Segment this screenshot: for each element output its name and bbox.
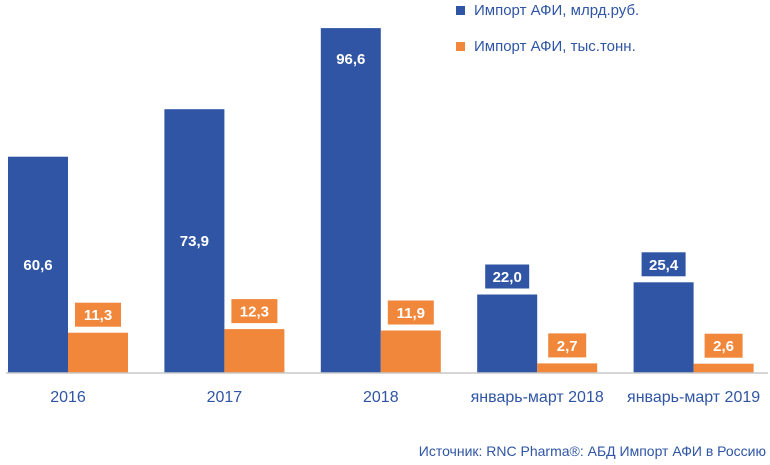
bar-tons-2 xyxy=(380,330,441,373)
bars-group: 60,6 11,3 73,9 12,3 96,6 11,9 22,0 2,7 25,4 2,6 xyxy=(8,28,754,373)
legend: Импорт АФИ, млрд.руб. Импорт АФИ, тыс.тон… xyxy=(456,2,639,55)
bar-rub-3 xyxy=(477,294,538,373)
legend-swatch-tons xyxy=(456,42,465,51)
legend-swatch-rub xyxy=(456,6,465,15)
source-note: Источник: RNC Pharma®: АБД Импорт АФИ в … xyxy=(419,443,766,459)
bar-tons-0 xyxy=(68,332,128,373)
data-label-box-rub-4 xyxy=(641,252,686,277)
data-label-box-tons-4 xyxy=(704,333,743,358)
data-label-tons-4: 2,6 xyxy=(713,338,734,355)
bar-rub-1 xyxy=(164,109,225,373)
bar-rub-4 xyxy=(633,282,694,373)
data-label-box-tons-0 xyxy=(75,302,121,327)
data-label-box-tons-3 xyxy=(548,333,587,358)
legend-label-rub: Импорт АФИ, млрд.руб. xyxy=(474,2,639,19)
data-label-tons-0: 11,3 xyxy=(84,307,112,324)
data-label-box-tons-1 xyxy=(231,299,278,324)
data-label-rub-1: 73,9 xyxy=(180,233,209,250)
bar-rub-2 xyxy=(320,28,381,373)
x-axis-ticks: 2016 2017 2018 январь-март 2018 январь-март … xyxy=(50,389,760,406)
data-label-rub-4: 25,4 xyxy=(649,257,679,274)
data-label-tons-2: 11,9 xyxy=(397,305,425,322)
data-label-rub-0: 60,6 xyxy=(23,257,52,274)
data-label-tons-3: 2,7 xyxy=(557,338,578,355)
x-tick-label-4: январь-март 2019 xyxy=(627,389,760,406)
x-tick-label-0: 2016 xyxy=(50,389,86,406)
bar-rub-0 xyxy=(8,156,68,373)
bar-tons-4 xyxy=(693,363,754,373)
bar-tons-1 xyxy=(224,329,285,373)
legend-label-tons: Импорт АФИ, тыс.тонн. xyxy=(474,38,636,55)
data-label-rub-2: 96,6 xyxy=(336,51,365,68)
x-tick-label-3: январь-март 2018 xyxy=(471,389,604,406)
x-tick-label-2: 2018 xyxy=(363,389,399,406)
data-label-box-rub-3 xyxy=(485,264,530,289)
data-label-rub-3: 22,0 xyxy=(493,269,522,286)
data-label-box-tons-2 xyxy=(387,300,434,325)
x-tick-label-1: 2017 xyxy=(207,389,243,406)
data-label-tons-1: 12,3 xyxy=(240,304,269,321)
bar-tons-3 xyxy=(537,363,598,373)
